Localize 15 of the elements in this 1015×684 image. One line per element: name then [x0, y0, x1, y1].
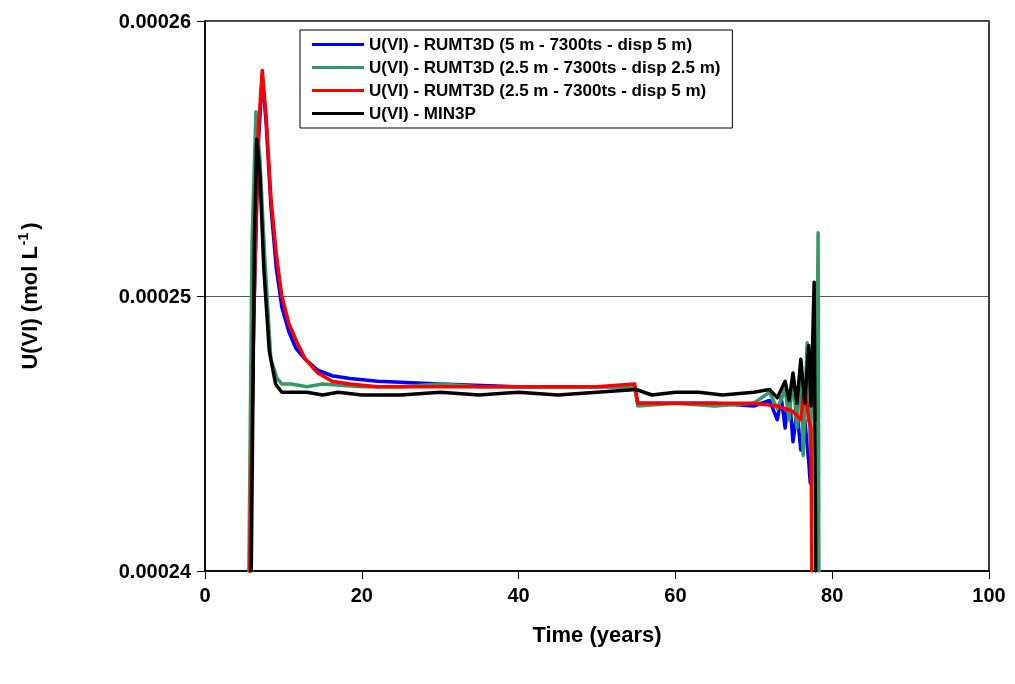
y-tick-label: 0.00025	[118, 285, 191, 307]
legend-label: U(VI) - MIN3P	[369, 104, 476, 123]
x-tick-label: 80	[821, 584, 844, 606]
x-tick-label: 60	[664, 584, 687, 606]
y-tick-label: 0.00026	[118, 10, 191, 32]
x-tick-label: 100	[972, 584, 1006, 606]
y-axis-title: U(VI) (mol L-1)	[15, 222, 42, 370]
legend-label: U(VI) - RUMT3D (2.5 m - 7300ts - disp 5 m)	[369, 81, 707, 100]
x-axis-title: Time (years)	[532, 621, 662, 647]
legend-label: U(VI) - RUMT3D (5 m - 7300ts - disp 5 m)	[369, 35, 693, 54]
x-tick-label: 20	[350, 584, 373, 606]
y-tick-label: 0.00024	[118, 560, 192, 582]
x-tick-label: 0	[199, 584, 211, 606]
legend-label: U(VI) - RUMT3D (2.5 m - 7300ts - disp 2.5 m)	[369, 58, 721, 77]
x-tick-label: 40	[507, 584, 530, 606]
